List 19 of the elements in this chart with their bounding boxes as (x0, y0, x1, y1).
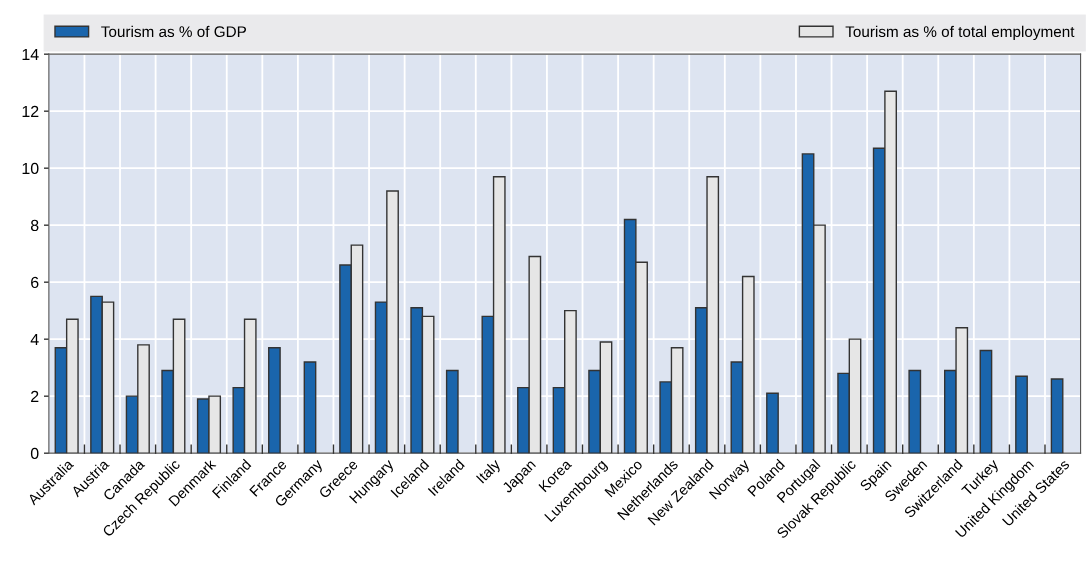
y-tick-label: 6 (31, 276, 39, 289)
y-tick-label: 12 (22, 105, 39, 117)
y-tick-label: 10 (22, 162, 39, 175)
bar (268, 347, 281, 454)
bar (979, 349, 993, 454)
legend-label: Tourism as % of total employment (845, 25, 1075, 41)
y-tick-label: 0 (30, 447, 39, 460)
bar (1015, 375, 1028, 454)
bar (445, 369, 459, 454)
y-tick-label: 14 (22, 48, 39, 60)
y-tick-label: 4 (30, 333, 39, 345)
x-tick-label: Italy (475, 458, 504, 486)
y-tick-label: 8 (30, 219, 39, 232)
legend-label: Tourism as % of GDP (101, 25, 247, 38)
bar (908, 369, 922, 454)
bar (766, 392, 779, 454)
y-tick-label: 2 (31, 390, 39, 402)
bar (303, 361, 317, 454)
bar (1050, 378, 1064, 454)
